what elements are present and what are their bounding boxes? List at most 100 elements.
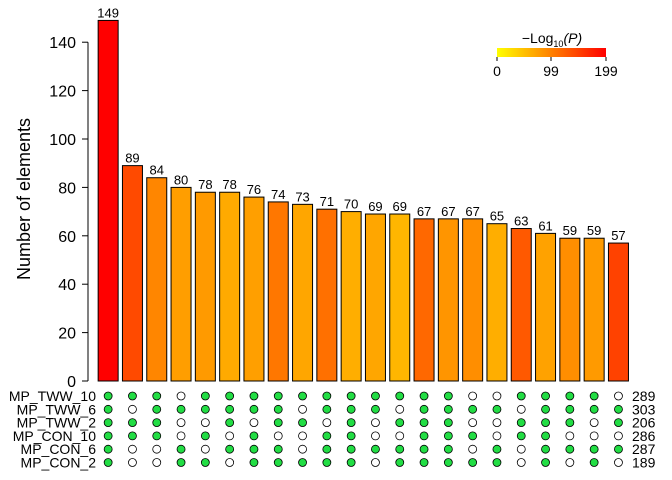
- y-tick-label: 0: [67, 374, 76, 391]
- bar: [437, 218, 459, 382]
- set-dot-empty: [225, 431, 235, 441]
- set-dot-filled: [395, 458, 405, 467]
- set-dot-filled: [589, 391, 599, 401]
- set-dot-filled: [589, 404, 599, 414]
- bar-value-label: 67: [441, 204, 455, 219]
- bars: 149 89 84 80 78 78 76 74 73 71 70 69 69 67 67 67 65 63 61 5…: [97, 5, 629, 382]
- set-dot-filled: [103, 431, 113, 441]
- set-dot-filled: [249, 391, 259, 401]
- set-dot-filled: [273, 418, 283, 428]
- set-size-label: 303: [632, 401, 656, 417]
- set-dot-filled: [152, 404, 162, 414]
- set-dot-filled: [614, 444, 623, 454]
- set-dot-empty: [492, 391, 502, 401]
- bar: [559, 237, 581, 382]
- set-dot-filled: [565, 418, 575, 428]
- set-name-label: MP_CON_10: [13, 428, 96, 444]
- bar: [267, 201, 289, 382]
- set-dot-empty: [468, 444, 478, 454]
- set-dot-filled: [516, 418, 526, 428]
- set-dot-filled: [589, 444, 599, 454]
- set-dot-filled: [249, 444, 259, 454]
- set-dot-filled: [443, 444, 453, 454]
- set-dot-filled: [346, 391, 356, 401]
- set-dot-empty: [516, 458, 526, 467]
- set-dot-empty: [565, 458, 575, 467]
- bar: [389, 213, 411, 382]
- set-dot-empty: [395, 431, 405, 441]
- set-dot-filled: [419, 444, 429, 454]
- set-dot-filled: [468, 458, 478, 467]
- bar-value-label: 84: [150, 163, 164, 178]
- set-dot-filled: [492, 458, 502, 467]
- set-dot-filled: [200, 458, 210, 467]
- bar: [219, 191, 241, 382]
- set-dot-empty: [176, 431, 186, 441]
- set-name-label: MP_CON_6: [21, 441, 97, 457]
- set-dot-filled: [322, 391, 332, 401]
- set-dot-filled: [346, 458, 356, 467]
- set-dot-filled: [103, 404, 113, 414]
- bar: [462, 218, 484, 382]
- set-dot-filled: [541, 418, 550, 428]
- colorbar-title-suffix: (P): [563, 30, 582, 46]
- set-dot-empty: [200, 418, 210, 428]
- set-dot-filled: [346, 431, 356, 441]
- set-dot-filled: [298, 458, 307, 467]
- set-dot-filled: [589, 458, 599, 467]
- y-tick-label: 40: [58, 277, 76, 294]
- set-dot-filled: [516, 431, 526, 441]
- set-dot-filled: [225, 391, 235, 401]
- set-dot-filled: [273, 444, 283, 454]
- set-dot-filled: [395, 444, 405, 454]
- y-tick-label: 140: [49, 35, 76, 52]
- bar: [121, 165, 143, 382]
- set-dot-empty: [492, 418, 502, 428]
- set-dot-empty: [128, 404, 137, 414]
- set-dot-empty: [371, 458, 380, 467]
- set-dot-filled: [249, 431, 259, 441]
- set-dot-filled: [298, 418, 307, 428]
- bar-value-label: 65: [490, 209, 504, 224]
- y-tick-label: 20: [58, 326, 76, 343]
- set-dot-filled: [128, 391, 137, 401]
- set-dot-filled: [200, 391, 210, 401]
- set-dot-filled: [322, 458, 332, 467]
- set-name-label: MP_CON_2: [21, 455, 97, 471]
- set-dot-empty: [516, 444, 526, 454]
- set-dot-filled: [225, 418, 235, 428]
- set-dot-empty: [614, 431, 623, 441]
- set-dot-filled: [103, 391, 113, 401]
- set-dot-filled: [541, 444, 550, 454]
- set-dot-filled: [346, 404, 356, 414]
- bar: [510, 228, 532, 382]
- set-dot-filled: [103, 444, 113, 454]
- set-dot-empty: [249, 418, 259, 428]
- set-dot-filled: [322, 444, 332, 454]
- set-dot-empty: [176, 391, 186, 401]
- colorbar-title-prefix: −Log: [522, 30, 554, 46]
- set-dot-filled: [516, 391, 526, 401]
- y-tick-label: 60: [58, 229, 76, 246]
- bar: [364, 213, 386, 382]
- set-dot-filled: [128, 418, 137, 428]
- set-dot-empty: [176, 418, 186, 428]
- set-dot-filled: [273, 458, 283, 467]
- set-dot-filled: [419, 391, 429, 401]
- set-dot-filled: [273, 404, 283, 414]
- set-dot-filled: [468, 404, 478, 414]
- set-dot-filled: [443, 458, 453, 467]
- set-dot-empty: [298, 444, 307, 454]
- set-dot-filled: [492, 444, 502, 454]
- y-axis-title: Number of elements: [14, 118, 34, 280]
- set-dot-filled: [225, 404, 235, 414]
- bar-value-label: 67: [465, 204, 479, 219]
- set-dot-empty: [589, 418, 599, 428]
- set-name-label: MP_TWW_6: [17, 401, 97, 417]
- bar: [535, 232, 557, 382]
- set-dot-filled: [371, 391, 380, 401]
- bar-value-label: 78: [198, 177, 212, 192]
- set-dot-filled: [346, 418, 356, 428]
- bar: [170, 186, 192, 382]
